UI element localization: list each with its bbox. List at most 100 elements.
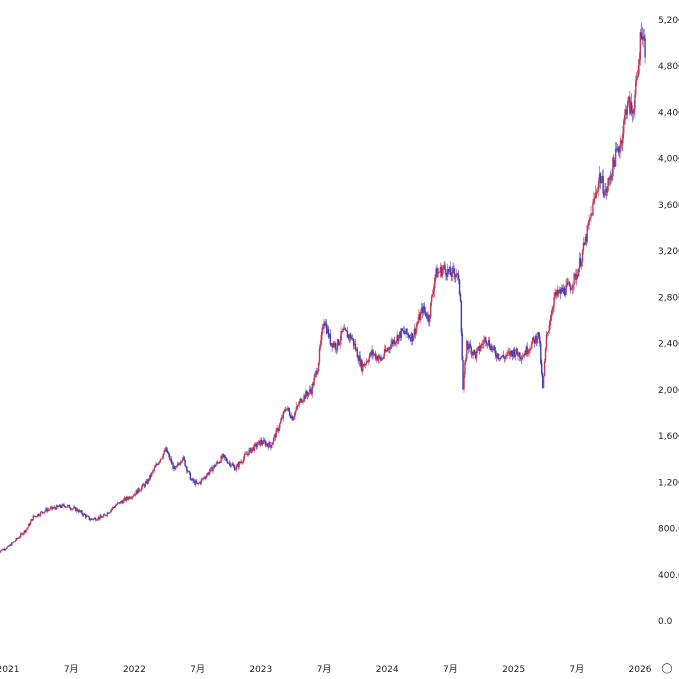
candle xyxy=(464,359,466,379)
candle xyxy=(357,355,359,365)
candle xyxy=(566,277,568,289)
candle xyxy=(459,291,462,303)
candle xyxy=(560,284,563,295)
candle xyxy=(390,339,392,350)
candle xyxy=(438,267,440,274)
candle xyxy=(502,350,505,359)
candle xyxy=(467,343,470,354)
candle xyxy=(410,331,413,346)
candle xyxy=(440,264,443,278)
candle xyxy=(401,328,404,332)
candle xyxy=(585,233,587,247)
candle xyxy=(233,464,236,471)
candle xyxy=(154,464,156,468)
candle xyxy=(497,353,499,361)
candle xyxy=(417,316,419,326)
candle xyxy=(256,442,258,449)
candle xyxy=(67,504,70,507)
candle xyxy=(0,549,3,552)
candle xyxy=(451,266,453,282)
candle xyxy=(438,270,441,273)
candle xyxy=(84,514,87,520)
candle xyxy=(506,350,508,359)
y-tick-label: 2,400.0 xyxy=(658,340,679,350)
candle xyxy=(74,505,76,509)
candle xyxy=(116,501,118,506)
candle xyxy=(147,478,149,485)
candle xyxy=(427,310,429,324)
candle xyxy=(104,514,107,517)
candle xyxy=(132,493,135,498)
candle xyxy=(335,341,337,353)
candle xyxy=(23,530,26,535)
candle xyxy=(124,497,127,502)
candle xyxy=(302,399,304,405)
candle xyxy=(105,514,108,517)
candle xyxy=(290,412,293,420)
candle xyxy=(341,330,343,335)
candle xyxy=(159,458,162,464)
candle xyxy=(226,458,229,464)
candle xyxy=(120,500,122,504)
candle xyxy=(135,488,137,495)
candle xyxy=(64,505,66,509)
candle xyxy=(480,342,482,351)
candle xyxy=(280,414,283,422)
candle xyxy=(545,330,548,352)
candle xyxy=(559,287,562,300)
candle xyxy=(86,514,89,517)
candle xyxy=(136,490,138,495)
candle xyxy=(312,382,314,389)
candle xyxy=(3,547,6,552)
candle xyxy=(605,182,607,197)
candle xyxy=(414,328,416,339)
candle xyxy=(561,284,564,293)
candle xyxy=(293,413,295,420)
candle xyxy=(20,532,23,535)
candle xyxy=(65,506,68,508)
candle xyxy=(374,350,377,361)
candle xyxy=(91,518,93,520)
candle xyxy=(332,341,334,349)
candle xyxy=(42,512,44,514)
candle xyxy=(51,506,53,511)
candle xyxy=(400,327,403,341)
candle xyxy=(628,95,630,102)
candle xyxy=(162,453,164,460)
candle xyxy=(375,353,378,363)
candle xyxy=(595,184,597,199)
candle xyxy=(296,402,298,411)
candle xyxy=(73,505,75,510)
candle xyxy=(231,462,233,467)
candle xyxy=(386,347,389,352)
candle xyxy=(496,352,498,360)
candle xyxy=(644,34,646,64)
x-tick-label: 7月 xyxy=(317,664,332,675)
candle xyxy=(217,461,220,465)
candle xyxy=(630,101,632,115)
candle xyxy=(58,503,61,507)
candle xyxy=(148,478,150,483)
candle xyxy=(591,213,593,216)
candle xyxy=(369,351,371,359)
candle xyxy=(89,517,91,522)
candle xyxy=(577,269,579,279)
candle xyxy=(531,340,533,349)
candle xyxy=(589,217,591,222)
candle xyxy=(543,358,546,377)
candle xyxy=(354,339,357,352)
candle xyxy=(508,347,510,356)
candle xyxy=(638,52,641,75)
candle xyxy=(373,352,375,357)
y-tick-label: 3,200 xyxy=(658,247,679,257)
candle xyxy=(477,346,480,352)
candle xyxy=(392,338,394,347)
candle xyxy=(643,28,645,41)
candle xyxy=(168,452,171,461)
candle xyxy=(468,341,471,353)
candle xyxy=(17,537,19,540)
settings-icon[interactable]: ◯ xyxy=(661,663,673,674)
candle xyxy=(170,456,173,466)
candle xyxy=(426,311,428,322)
